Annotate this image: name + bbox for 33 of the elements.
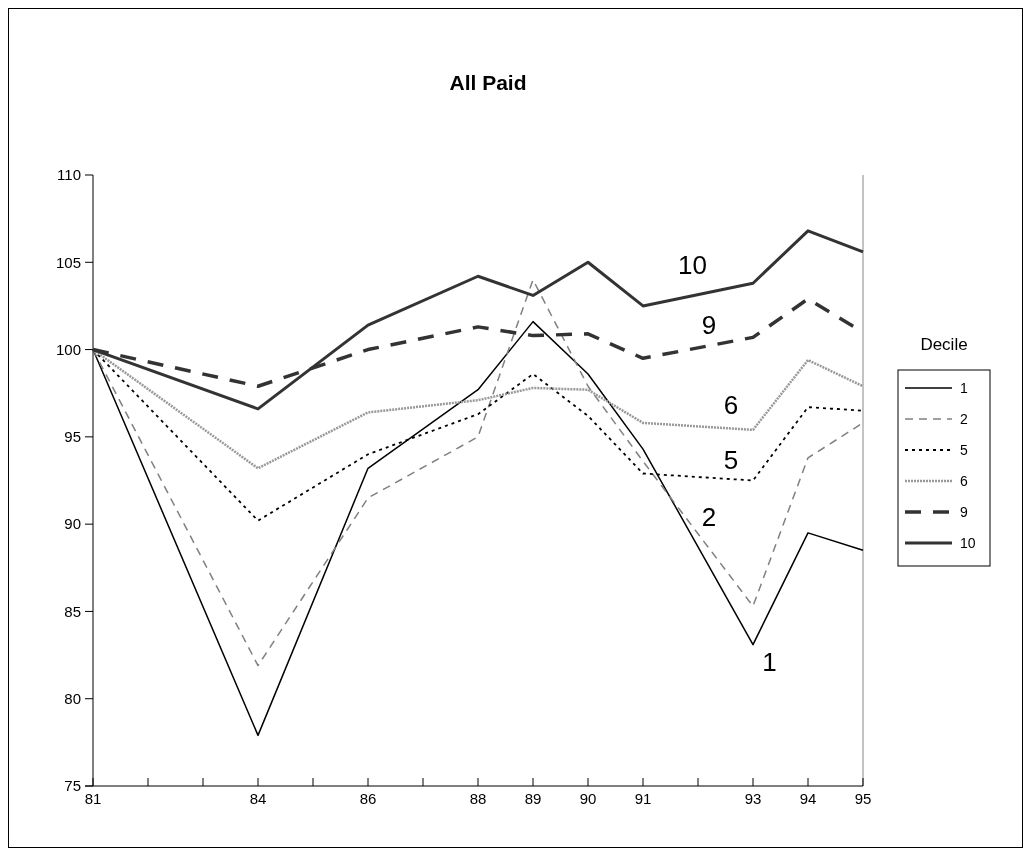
legend-label: 6	[960, 472, 968, 489]
text: 10	[678, 249, 707, 280]
text: 1	[762, 647, 777, 678]
x-tick-label: 94	[799, 790, 817, 807]
x-tick-label: 90	[579, 790, 597, 807]
y-tick-label: 105	[55, 253, 81, 271]
y-tick-label: 95	[64, 428, 81, 446]
x-tick-label: 84	[249, 790, 267, 807]
legend-label: 5	[960, 441, 968, 458]
x-tick-label: 95	[854, 790, 872, 807]
text: 2	[701, 502, 717, 533]
y-tick-label: 100	[55, 340, 81, 358]
legend-title: Decile	[920, 335, 968, 354]
text: 6	[723, 390, 739, 421]
y-tick-label: 75	[64, 777, 81, 795]
x-tick-label: 88	[469, 790, 487, 807]
x-tick-label: 93	[744, 790, 762, 807]
text: 5	[723, 445, 739, 476]
line-series	[91, 348, 865, 470]
x-tick-label: 81	[84, 790, 102, 807]
legend-label: 2	[960, 410, 968, 427]
x-tick-label: 86	[359, 790, 377, 807]
legend-label: 1	[960, 379, 968, 396]
y-tick-label: 90	[64, 515, 81, 533]
x-tick-label: 91	[634, 790, 652, 807]
y-tick-label: 80	[64, 689, 81, 707]
y-tick-label: 85	[64, 602, 81, 620]
chart-title: All Paid	[449, 71, 527, 94]
y-tick-label: 110	[57, 166, 81, 184]
legend-label: 10	[960, 534, 976, 551]
x-tick-label: 89	[524, 790, 542, 807]
text: 9	[701, 309, 717, 340]
legend-label: 9	[960, 503, 968, 520]
